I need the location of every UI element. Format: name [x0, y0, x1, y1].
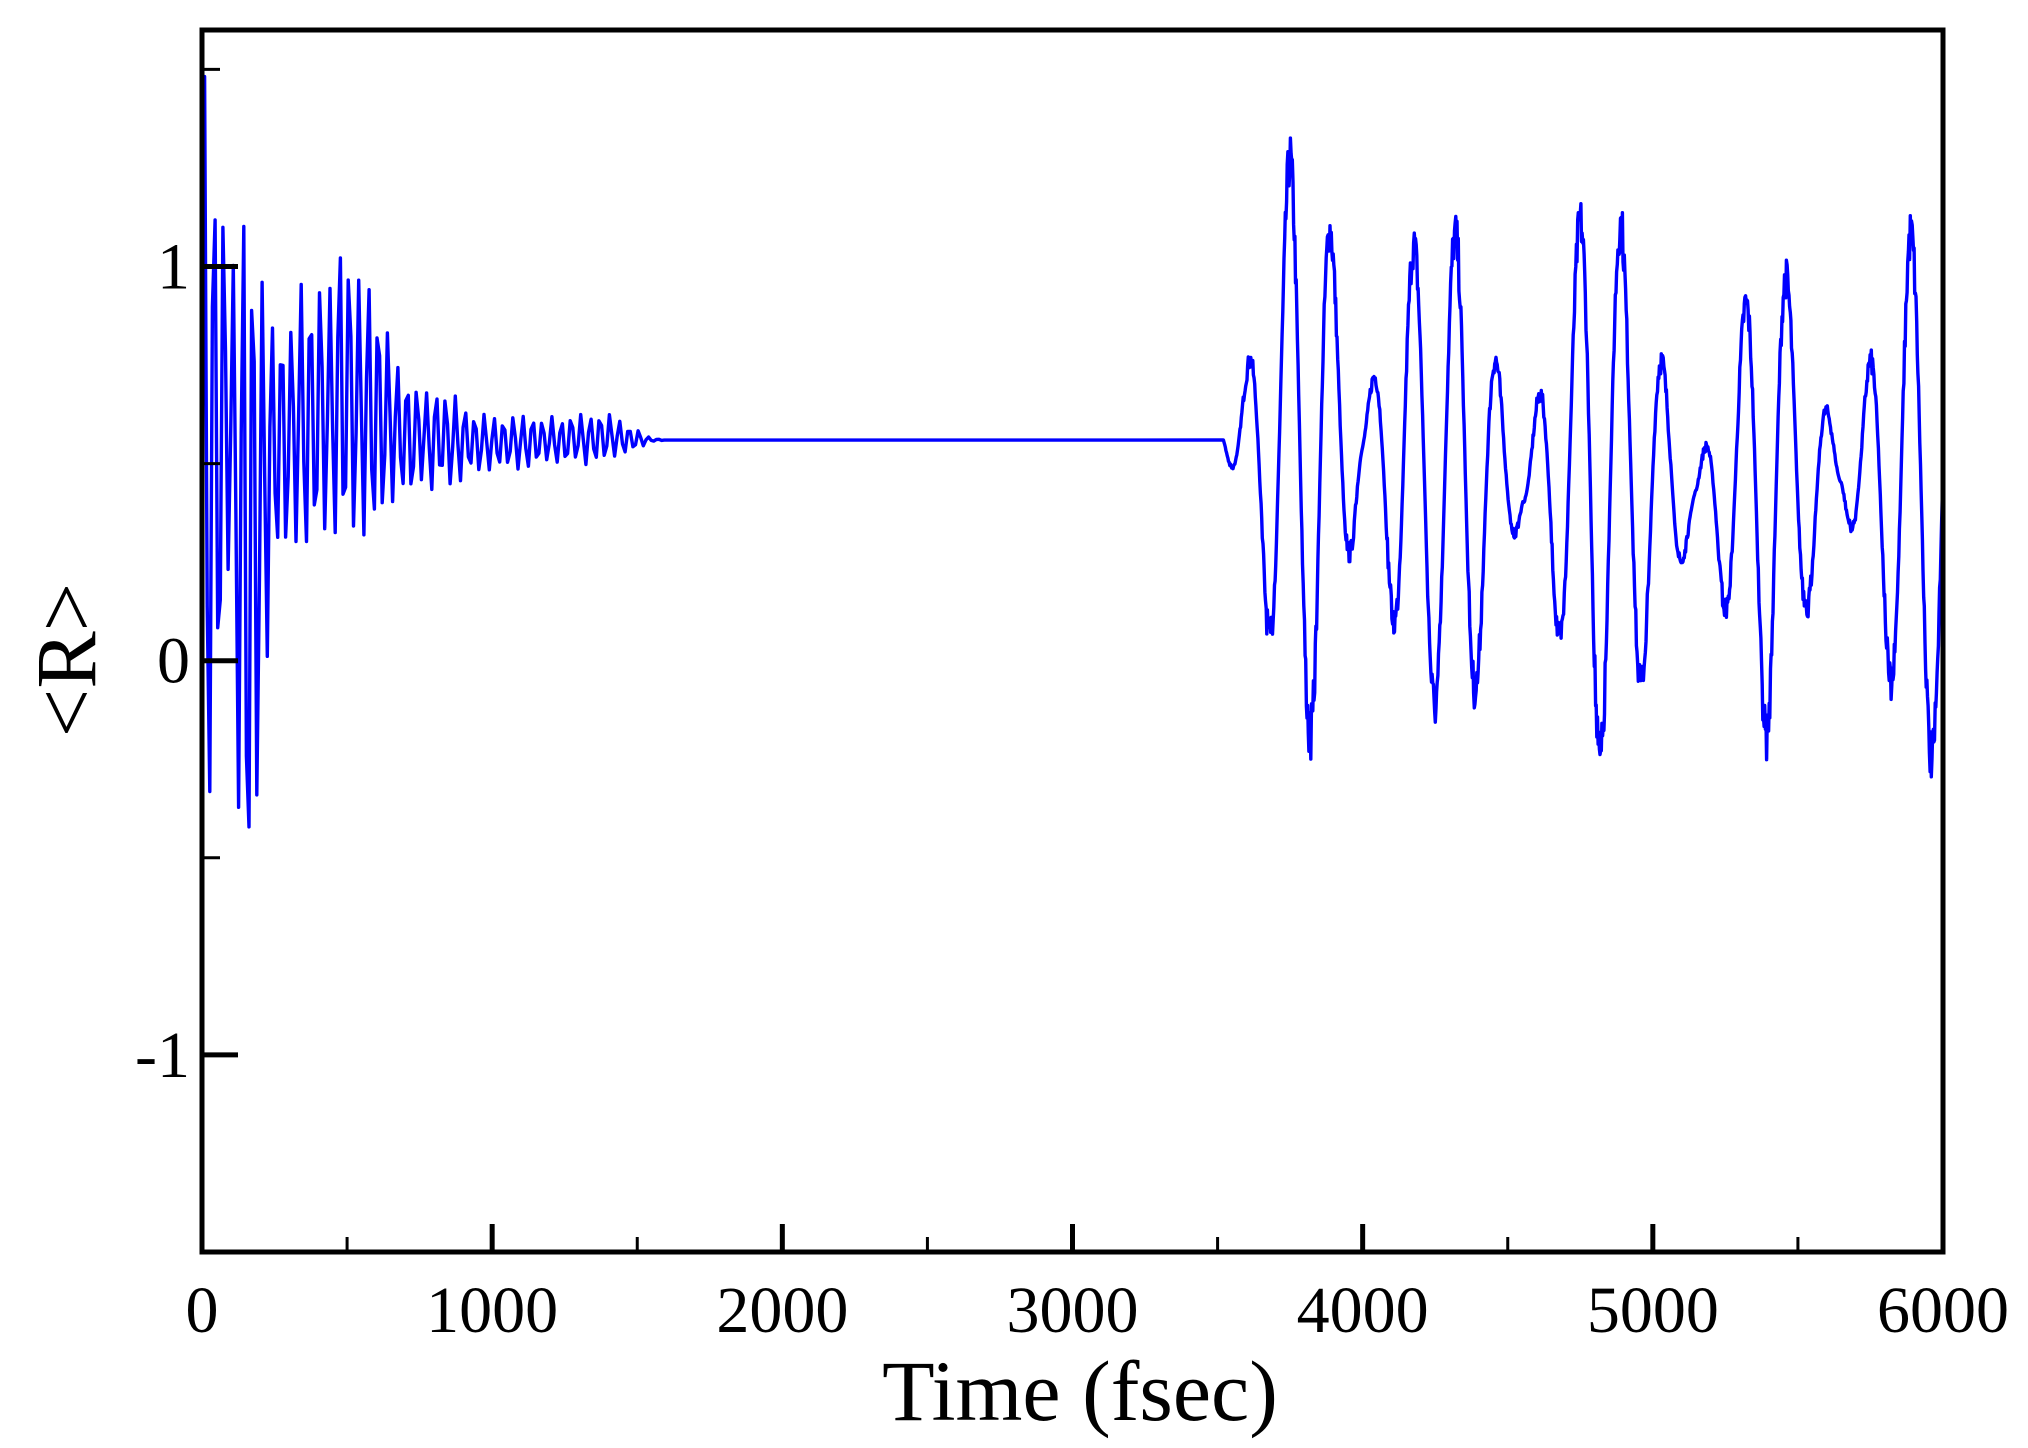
y-tick-label: -1	[135, 1019, 190, 1092]
y-tick-label: 0	[157, 625, 190, 698]
x-tick-label: 0	[186, 1274, 219, 1347]
axes: 0 1000 2000 3000 4000 5000 6000 -1 0 1	[135, 27, 2009, 1347]
x-tick-label: 3000	[1007, 1274, 1139, 1347]
y-tick-label: 1	[157, 231, 190, 304]
x-tick-label: 6000	[1877, 1274, 2009, 1347]
x-tick-label: 4000	[1297, 1274, 1429, 1347]
x-tick-label: 1000	[426, 1274, 558, 1347]
x-tick-label: 2000	[716, 1274, 848, 1347]
y-axis-title: <R>	[18, 583, 114, 737]
plot-frame	[199, 27, 1946, 1255]
series-line	[202, 74, 1943, 829]
x-tick-label: 5000	[1587, 1274, 1719, 1347]
plot-area	[202, 74, 1943, 829]
x-axis-title: Time (fsec)	[882, 1343, 1278, 1439]
